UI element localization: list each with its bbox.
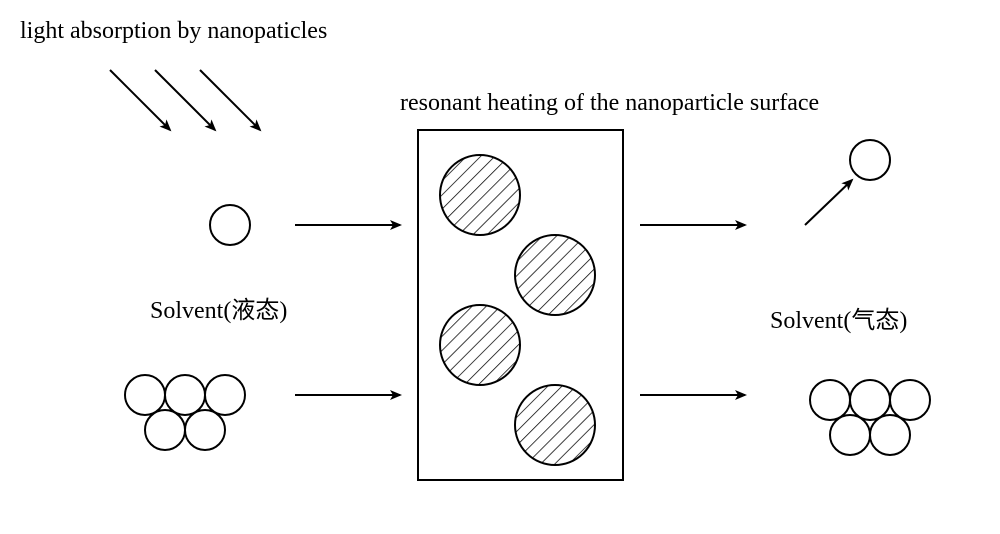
light-arrow-1 — [155, 70, 215, 130]
solvent-gas-particle-0 — [850, 140, 890, 180]
nanoparticle-0 — [440, 155, 520, 235]
solvent-gas-label: Solvent(气态) — [770, 300, 907, 335]
solvent-gas-particle-4 — [830, 415, 870, 455]
solvent-liquid-particle-5 — [185, 410, 225, 450]
nanoparticle-2 — [440, 305, 520, 385]
resonant-heating-label: resonant heating of the nanoparticle sur… — [400, 90, 819, 117]
light-arrow-2 — [200, 70, 260, 130]
solvent-liquid-particle-0 — [210, 205, 250, 245]
light-absorption-label: light absorption by nanopaticles — [20, 18, 327, 45]
solvent-gas-particle-3 — [890, 380, 930, 420]
light-arrow-0 — [110, 70, 170, 130]
solvent-gas-particle-1 — [810, 380, 850, 420]
solvent-gas-particle-2 — [850, 380, 890, 420]
solvent-liquid-label: Solvent(液态) — [150, 290, 287, 325]
solvent-liquid-particle-3 — [205, 375, 245, 415]
nanoparticle-3 — [515, 385, 595, 465]
solvent-liquid-particle-2 — [165, 375, 205, 415]
flow-arrow-4 — [805, 180, 852, 225]
solvent-gas-particle-5 — [870, 415, 910, 455]
solvent-liquid-particle-4 — [145, 410, 185, 450]
solvent-liquid-particle-1 — [125, 375, 165, 415]
nanoparticle-1 — [515, 235, 595, 315]
